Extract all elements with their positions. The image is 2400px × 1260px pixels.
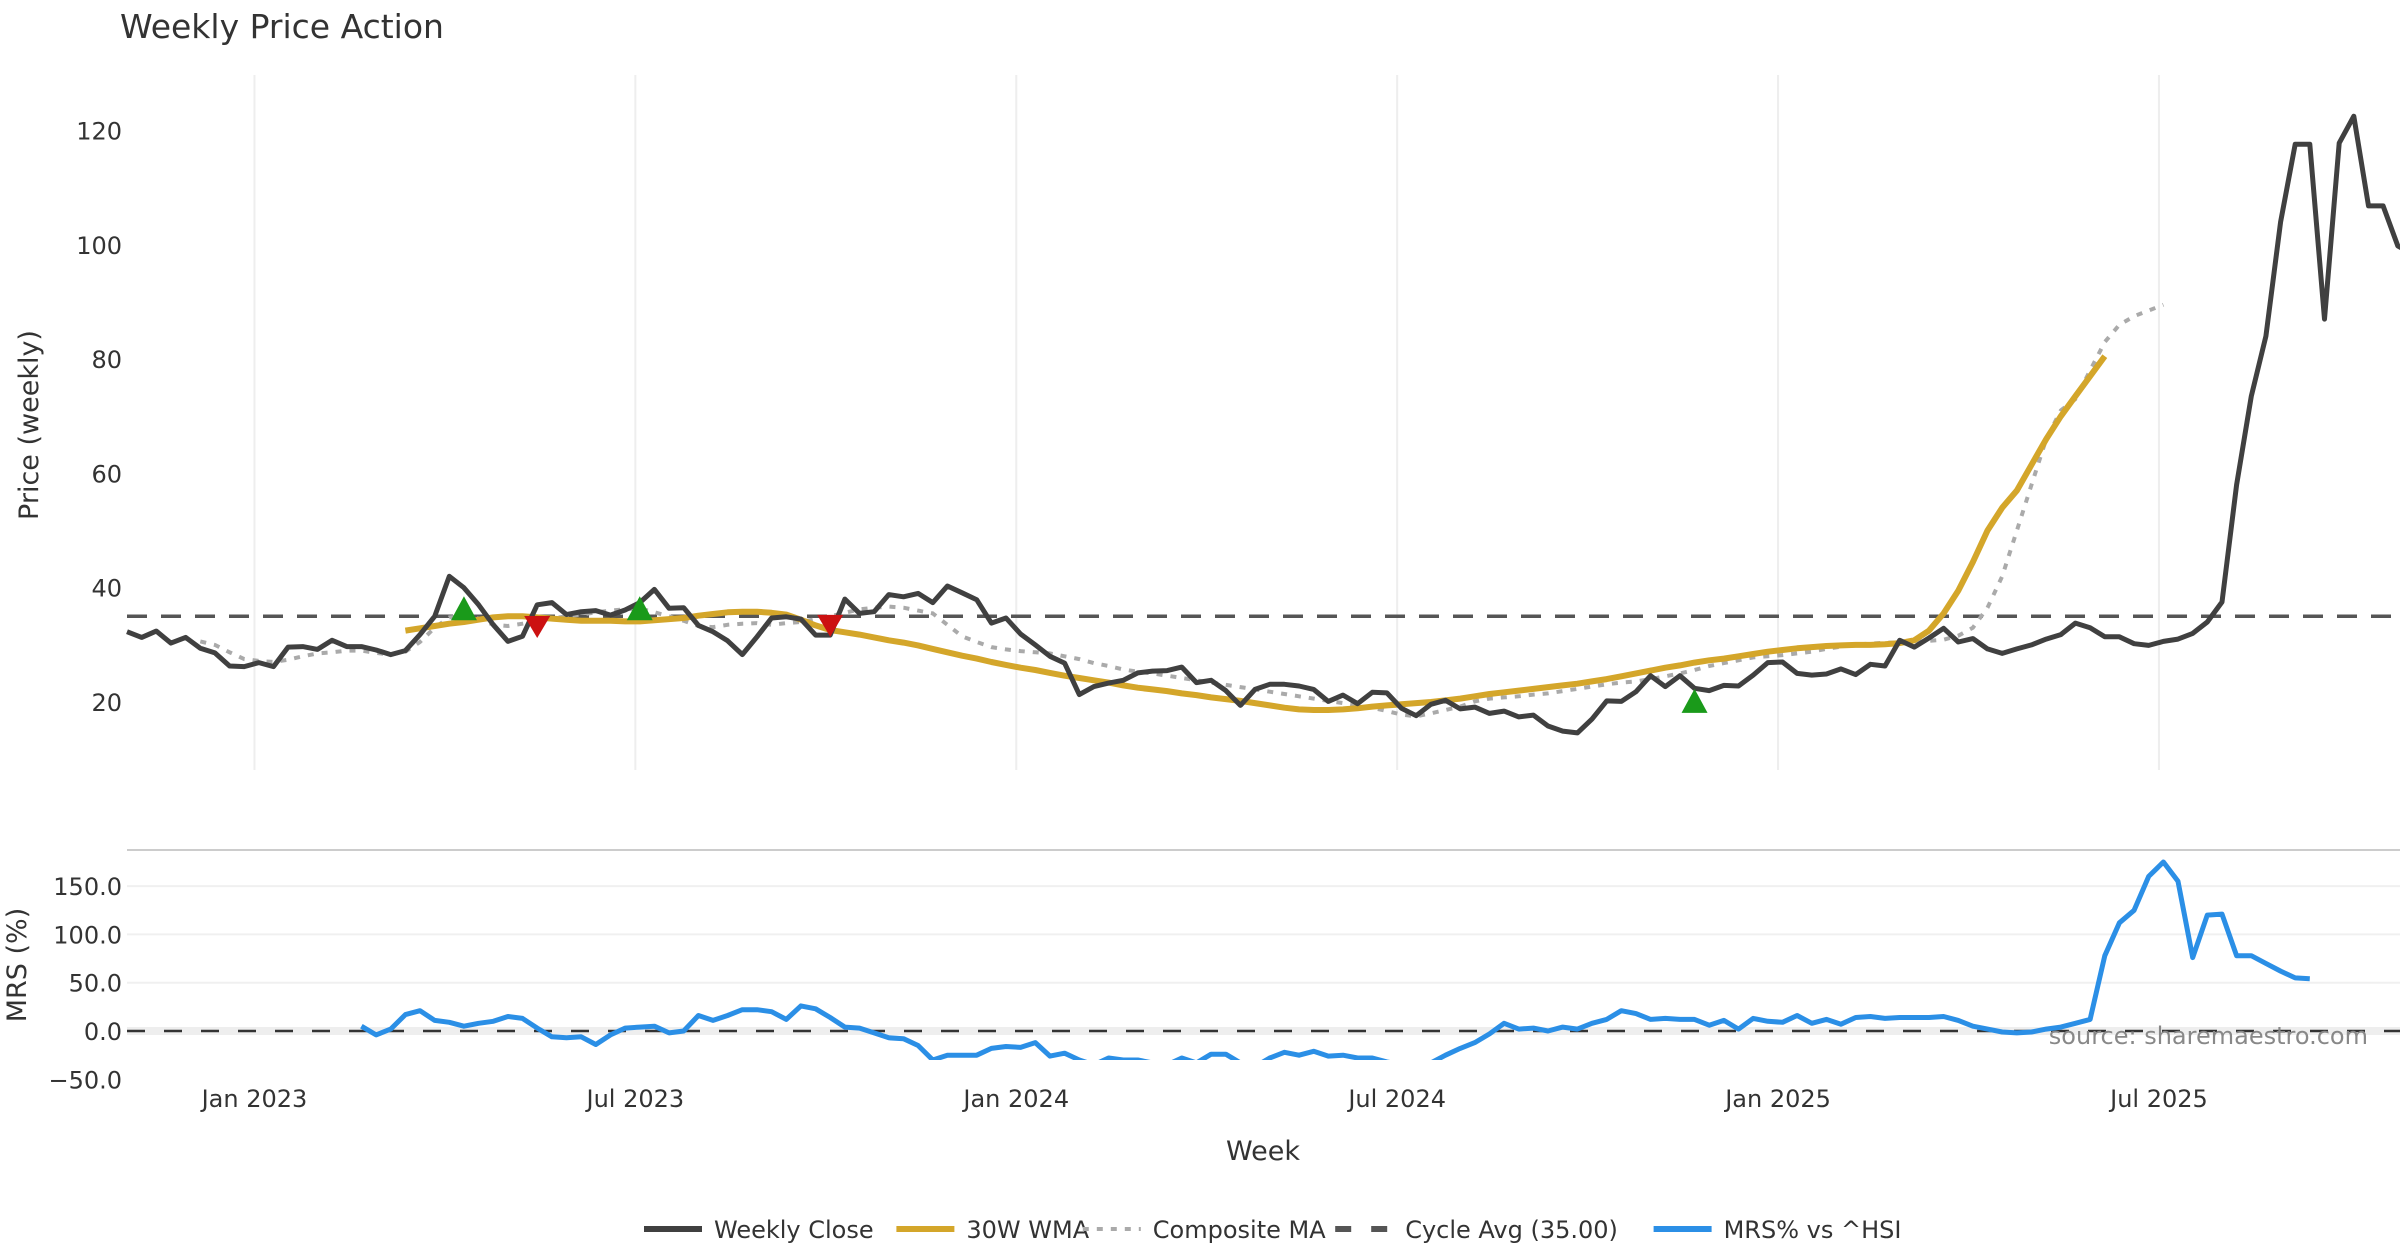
mrs-y-tick-label: 150.0 [53,873,122,901]
price-y-ticks: 20 40 60 80 100 120 [76,118,122,718]
price-y-tick-label: 40 [91,575,122,603]
legend-item: MRS% vs ^HSI [1653,1216,1902,1244]
x-axis-title: Week [1226,1136,1300,1167]
x-tick-label: Jan 2025 [1723,1085,1831,1113]
buy-signal-marker [1681,688,1708,713]
legend-label: Composite MA [1153,1216,1326,1244]
mrs-y-tick-label: −50.0 [48,1066,122,1094]
price-y-axis-title: Price (weekly) [14,330,45,520]
mrs-series [360,859,2310,1060]
legend-label: 30W WMA [966,1216,1089,1244]
legend: Weekly Close 30W WMA Composite MA Cycle Avg… [644,1216,1901,1244]
price-y-tick-label: 60 [91,460,122,488]
legend-label: MRS% vs ^HSI [1724,1216,1902,1244]
sell-signal-marker [817,614,844,637]
price-y-tick-label: 120 [76,118,122,146]
mrs-y-tick-label: 0.0 [84,1018,122,1046]
buy-signal-marker [450,596,477,621]
grid-lines [253,75,2160,770]
mrs-y-tick-label: 100.0 [53,921,122,949]
sell-signal-marker [524,615,551,638]
signal-markers [450,596,1708,713]
price-y-tick-label: 20 [91,689,122,717]
legend-item: Composite MA [1082,1216,1326,1244]
x-tick-label: Jan 2024 [961,1085,1069,1113]
price-series [126,113,2400,736]
price-y-tick-label: 80 [91,346,122,374]
x-ticks: Jan 2023 Jul 2023 Jan 2024 Jul 2024 Jan 2025… [200,1085,2208,1113]
x-tick-label: Jul 2025 [2108,1085,2208,1113]
mrs-y-tick-label: 50.0 [69,970,122,998]
source-label: source: sharemaestro.com [2049,1022,2368,1050]
legend-item: Weekly Close [644,1216,874,1244]
x-tick-label: Jul 2024 [1346,1085,1446,1113]
legend-label: Weekly Close [714,1216,874,1244]
legend-item: 30W WMA [896,1216,1090,1244]
mrs-line [360,859,2310,1060]
buy-signal-marker [626,596,653,621]
x-tick-label: Jan 2023 [200,1085,308,1113]
price-y-tick-label: 100 [76,232,122,260]
chart-title: Weekly Price Action [120,7,444,46]
30w-wma-line [404,354,2108,713]
x-tick-label: Jul 2023 [585,1085,685,1113]
weekly-close-line [126,113,2400,736]
zero-band [127,1027,2400,1035]
legend-item: Cycle Avg (35.00) [1335,1216,1618,1244]
mrs-y-ticks: −50.0 0.0 50.0 100.0 150.0 [48,873,2400,1094]
composite-ma-line [199,302,2165,719]
legend-label: Cycle Avg (35.00) [1405,1216,1618,1244]
mrs-y-axis-title: MRS (%) [2,908,33,1023]
